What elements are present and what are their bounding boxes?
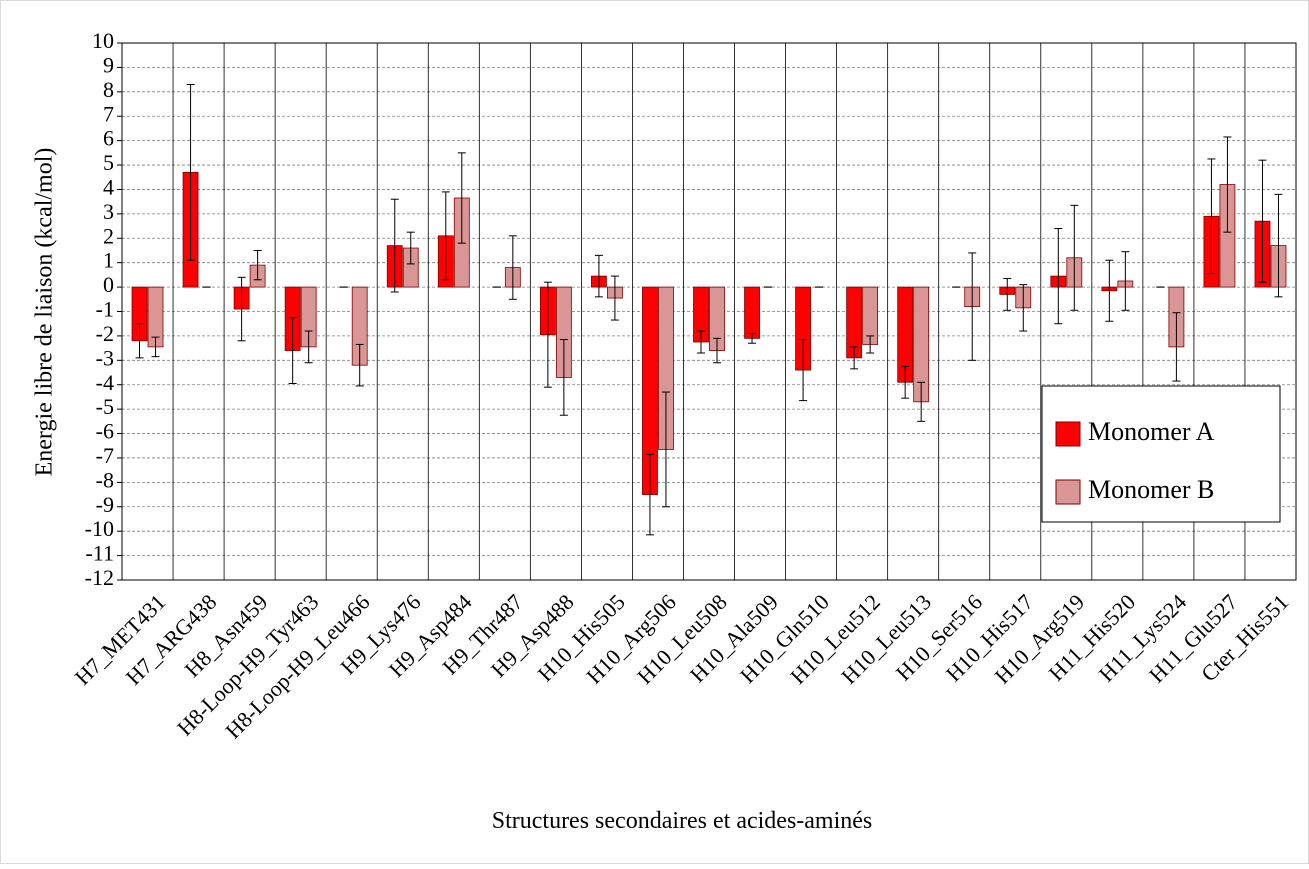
error-bar: [713, 337, 721, 364]
error-bar: [748, 332, 757, 344]
y-tick-label: -1: [96, 297, 114, 322]
error-bar: [1172, 312, 1181, 382]
error-bar: [304, 330, 313, 364]
error-bar: [697, 330, 705, 354]
y-tick-label: -5: [96, 394, 114, 419]
error-bar: [253, 249, 262, 281]
error-bar: [543, 281, 552, 388]
error-bar: [661, 391, 670, 508]
y-tick-label: 0: [103, 272, 114, 297]
error-bar: [1121, 251, 1130, 311]
legend-swatch: [1055, 479, 1081, 505]
y-tick-label: -4: [96, 370, 114, 395]
error-bar: [1019, 284, 1028, 332]
error-bar: [1105, 259, 1114, 322]
y-tick-label: -9: [96, 492, 114, 517]
legend-label: Monomer B: [1088, 475, 1214, 504]
y-tick-label: -3: [96, 345, 114, 370]
error-bar: [645, 453, 654, 536]
error-bar: [968, 252, 977, 361]
y-tick-label: 3: [103, 199, 114, 224]
y-tick-label: -7: [96, 443, 114, 468]
y-tick-label: 7: [103, 101, 114, 126]
y-tick-label: -10: [85, 516, 114, 541]
y-tick-label: 2: [103, 223, 114, 248]
legend-box: [1041, 385, 1281, 523]
y-tick-label: 6: [103, 126, 114, 151]
y-tick-label: 8: [103, 77, 114, 102]
error-bar: [917, 381, 926, 422]
legend-swatch: [1055, 421, 1081, 447]
y-tick-label: 9: [103, 52, 114, 77]
error-bar: [1054, 228, 1063, 325]
error-bar: [799, 339, 808, 402]
error-bar: [850, 346, 859, 370]
y-tick-label: 1: [103, 248, 114, 273]
error-bar: [1258, 159, 1267, 283]
error-bar: [355, 343, 364, 387]
y-tick-label: 5: [103, 150, 114, 175]
error-bar: [1070, 204, 1079, 311]
error-bar: [1274, 193, 1283, 298]
error-bar: [390, 198, 399, 293]
error-bar: [594, 254, 603, 298]
bar: [744, 286, 760, 339]
x-axis-label: Structures secondaires et acides-aminés: [492, 808, 873, 834]
error-bar: [866, 335, 875, 354]
error-bar: [441, 191, 450, 281]
error-bar: [186, 83, 195, 261]
y-tick-label: -8: [96, 467, 114, 492]
legend-label: Monomer A: [1088, 417, 1215, 446]
error-bar: [1003, 278, 1012, 311]
error-bar: [901, 365, 910, 399]
error-bar: [610, 275, 619, 321]
error-bar: [237, 276, 246, 342]
error-bar: [457, 152, 466, 244]
y-tick-label: -11: [85, 541, 114, 566]
y-tick-label: -6: [96, 419, 114, 444]
error-bar: [151, 336, 160, 358]
y-tick-label: -2: [96, 321, 114, 346]
error-bar: [135, 323, 144, 359]
error-bar: [559, 339, 568, 416]
y-tick-label: -12: [85, 565, 114, 590]
error-bar: [406, 231, 415, 265]
error-bar: [288, 317, 297, 385]
y-axis-label: Energie libre de liaison (kcal/mol): [32, 148, 58, 477]
error-bar: [1207, 158, 1216, 275]
error-bar: [1223, 136, 1232, 233]
error-bar: [508, 235, 517, 300]
y-tick-label: 4: [103, 175, 114, 200]
plot-frame: [121, 42, 1297, 581]
y-tick-label: 10: [92, 28, 114, 53]
